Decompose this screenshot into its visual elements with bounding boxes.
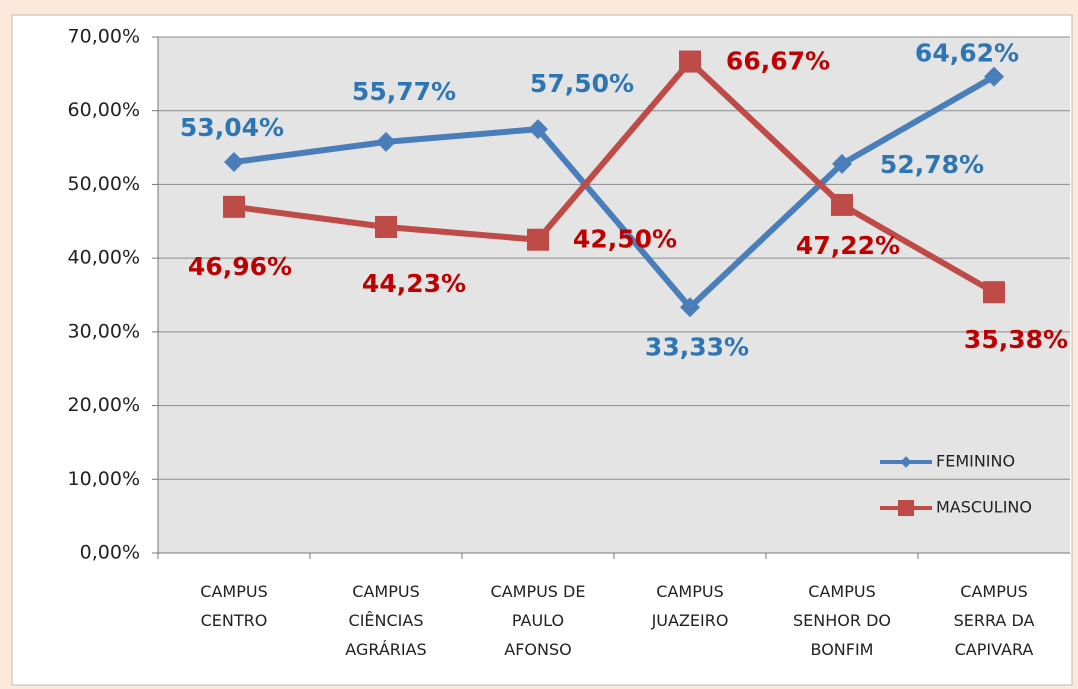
y-tick-label: 30,00% [68, 320, 140, 342]
y-tick-label: 50,00% [68, 173, 140, 195]
y-tick-label: 10,00% [68, 468, 140, 490]
x-tick-label: CAMPUS CIÊNCIAS AGRÁRIAS [345, 582, 426, 659]
marker [224, 152, 244, 173]
y-tick-label: 70,00% [68, 26, 140, 48]
marker [679, 50, 701, 73]
x-tick-label-line: CAMPUS [960, 582, 1027, 601]
legend-label: MASCULINO [936, 498, 1032, 517]
data-label: 55,77% [352, 77, 456, 106]
y-tick-label: 40,00% [68, 247, 140, 269]
x-tick-label-line: BONFIM [811, 640, 874, 659]
marker [898, 500, 914, 516]
x-tick-label-line: CIÊNCIAS [349, 611, 424, 630]
marker [680, 297, 700, 318]
y-tick-label: 60,00% [68, 99, 140, 121]
data-label: 33,33% [645, 332, 749, 361]
x-tick-label-line: CAPIVARA [955, 640, 1034, 659]
data-label: 35,38% [964, 325, 1068, 354]
marker [375, 215, 397, 238]
x-tick-label-line: CENTRO [201, 611, 268, 630]
data-label: 57,50% [530, 69, 634, 98]
x-tick-label-line: AGRÁRIAS [345, 640, 426, 659]
data-label: 66,67% [726, 47, 830, 76]
marker [527, 228, 549, 251]
series-line [233, 58, 996, 295]
x-tick-label-line: CAMPUS [200, 582, 267, 601]
x-tick-label-line: PAULO [512, 611, 564, 630]
x-tick-label: CAMPUS DE PAULO AFONSO [491, 582, 586, 659]
x-tick-label-line: CAMPUS [656, 582, 723, 601]
x-tick-label: CAMPUS CENTRO [200, 582, 267, 630]
x-tick-label-line: CAMPUS DE [491, 582, 586, 601]
x-tick-label: CAMPUS JUAZEIRO [651, 582, 729, 630]
marker [900, 456, 912, 468]
data-label: 53,04% [180, 113, 284, 142]
marker [983, 281, 1005, 304]
x-tick-label-line: JUAZEIRO [651, 611, 729, 630]
x-tick-label-line: CAMPUS [352, 582, 419, 601]
y-tick-label: 20,00% [68, 394, 140, 416]
marker [223, 195, 245, 218]
data-label: 46,96% [188, 252, 292, 281]
marker [376, 131, 396, 152]
x-tick-label-line: SENHOR DO [793, 611, 891, 630]
marker [832, 153, 852, 174]
data-label: 44,23% [362, 269, 466, 298]
data-label: 52,78% [880, 150, 984, 179]
x-tick-label-line: AFONSO [504, 640, 571, 659]
legend-label: FEMININO [936, 452, 1015, 471]
x-tick-label: CAMPUS SERRA DA CAPIVARA [954, 582, 1035, 659]
x-tick-label-line: CAMPUS [808, 582, 875, 601]
data-label: 42,50% [573, 225, 677, 254]
y-tick-label: 0,00% [80, 542, 140, 564]
marker [528, 119, 548, 140]
marker [984, 66, 1004, 87]
x-tick-label: CAMPUS SENHOR DO BONFIM [793, 582, 891, 659]
x-tick-label-line: SERRA DA [954, 611, 1035, 630]
series-line [233, 74, 996, 311]
marker [831, 193, 853, 216]
data-label: 47,22% [796, 231, 900, 260]
data-label: 64,62% [915, 39, 1019, 68]
